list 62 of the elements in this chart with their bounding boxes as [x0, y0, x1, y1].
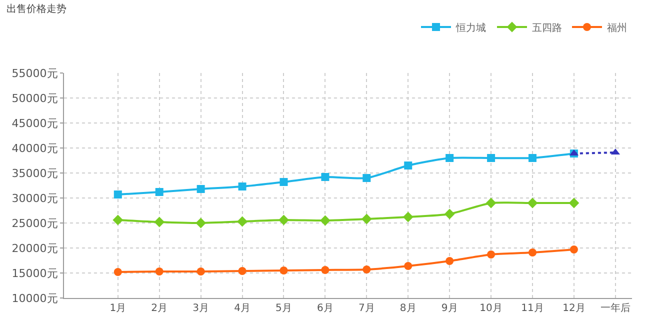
point	[196, 268, 205, 276]
x-tick-label: 12月	[562, 303, 586, 314]
y-tick-label: 40000元	[12, 142, 58, 155]
legend-label: 福州	[607, 22, 627, 34]
point	[486, 198, 496, 208]
point	[362, 266, 371, 274]
y-tick-label: 20000元	[12, 242, 58, 255]
point	[446, 154, 454, 162]
point	[154, 216, 165, 228]
point	[362, 174, 371, 182]
x-tick-label: 2月	[151, 303, 168, 314]
x-tick-label: 9月	[441, 303, 458, 314]
point	[404, 262, 412, 270]
y-tick-label: 15000元	[12, 266, 58, 280]
x-tick-label: 一年后	[600, 302, 630, 314]
point	[528, 248, 536, 256]
point	[361, 214, 372, 224]
point	[238, 267, 246, 275]
point	[196, 218, 206, 228]
y-tick-label: 25000元	[12, 216, 58, 230]
point	[112, 214, 124, 226]
point	[320, 215, 330, 226]
point	[155, 268, 164, 276]
y-tick-label: 10000元	[12, 292, 58, 305]
point	[404, 162, 412, 170]
x-tick-label: 6月	[317, 303, 334, 314]
point	[570, 246, 578, 254]
point	[568, 198, 580, 208]
point	[237, 216, 248, 227]
point	[446, 257, 454, 265]
point	[402, 212, 414, 222]
x-tick-label: 8月	[400, 303, 416, 314]
x-tick-label: 3月	[192, 303, 210, 314]
point	[114, 190, 122, 198]
y-tick-label: 45000元	[12, 116, 58, 130]
point	[280, 178, 288, 186]
point	[280, 266, 288, 274]
point	[238, 182, 246, 190]
point	[487, 250, 496, 258]
y-tick-label: 30000元	[12, 192, 58, 205]
x-tick-label: 1月	[110, 303, 126, 314]
x-tick-label: 10月	[480, 303, 502, 314]
x-tick-label: 11月	[521, 303, 544, 314]
point	[196, 185, 205, 193]
y-tick-label: 55000元	[12, 66, 58, 80]
legend-label: 五四路	[532, 22, 562, 34]
point	[321, 266, 330, 274]
x-tick-label: 5月	[276, 303, 292, 314]
point	[114, 268, 122, 276]
point	[528, 154, 536, 162]
point	[444, 208, 455, 220]
x-tick-label: 7月	[358, 303, 375, 314]
chart-title: 出售价格走势	[6, 2, 66, 15]
legend-label: 恒力城	[455, 22, 486, 34]
y-tick-label: 50000元	[12, 92, 58, 105]
point	[487, 154, 496, 162]
x-tick-label: 4月	[234, 303, 250, 314]
point	[278, 214, 289, 226]
point	[155, 188, 164, 196]
y-tick-label: 35000元	[12, 166, 58, 180]
point	[321, 173, 330, 181]
point	[527, 198, 538, 208]
